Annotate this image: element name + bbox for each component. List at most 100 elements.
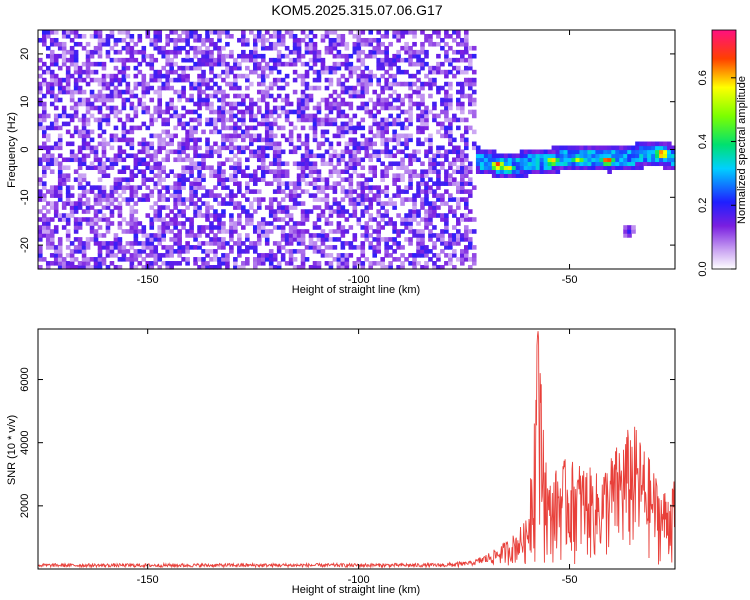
heatmap-cell (93, 201, 99, 206)
heatmap-cell (436, 257, 441, 262)
heatmap-cell (233, 61, 238, 67)
heatmap-cell (177, 153, 182, 159)
heatmap-cell (316, 117, 322, 123)
heatmap-cell (237, 73, 242, 79)
heatmap-cell (436, 41, 441, 47)
heatmap-cell (141, 145, 147, 151)
heatmap-cell (376, 61, 381, 67)
heatmap-cell (197, 209, 202, 214)
heatmap-cell (93, 217, 99, 222)
heatmap-cell (129, 213, 135, 218)
heatmap-cell (221, 185, 226, 190)
heatmap-cell (432, 225, 437, 230)
heatmap-cell (105, 49, 111, 55)
heatmap-cell (380, 49, 385, 55)
heatmap-cell (209, 85, 214, 91)
heatmap-cell (93, 153, 99, 159)
heatmap-cell (296, 105, 302, 111)
heatmap-cell (268, 197, 274, 202)
heatmap-cell (296, 113, 302, 119)
heatmap-cell (41, 30, 47, 35)
heatmap-cell (396, 165, 401, 171)
heatmap-cell (165, 109, 170, 115)
heatmap-cell (121, 105, 127, 111)
heatmap-cell (229, 113, 234, 119)
heatmap-cell (627, 153, 632, 159)
heatmap-cell (197, 185, 202, 190)
heatmap-cell (368, 113, 374, 119)
heatmap-cell (145, 53, 151, 59)
heatmap-cell (316, 57, 322, 63)
heatmap-cell (448, 45, 453, 51)
heatmap-cell (380, 121, 385, 127)
heatmap-cell (256, 137, 262, 143)
heatmap-cell (368, 77, 374, 83)
heatmap-cell (117, 265, 123, 270)
heatmap-cell (157, 165, 163, 171)
heatmap-cell (53, 37, 59, 43)
heatmap-cell (412, 209, 417, 214)
heatmap-cell (129, 49, 135, 55)
heatmap-cell (252, 189, 258, 194)
heatmap-cell (392, 249, 397, 254)
heatmap-cell (364, 193, 370, 198)
heatmap-cell (348, 137, 354, 143)
heatmap-cell (471, 145, 477, 151)
heatmap-cell (384, 245, 389, 250)
heatmap-cell (205, 141, 210, 147)
heatmap-cell (456, 181, 461, 186)
heatmap-cell (264, 253, 270, 258)
heatmap-cell (169, 261, 174, 266)
heatmap-cell (308, 241, 314, 246)
heatmap-cell (400, 97, 405, 103)
heatmap-cell (213, 109, 218, 115)
heatmap-cell (133, 257, 139, 262)
heatmap-cell (308, 193, 314, 198)
heatmap-cell (392, 241, 397, 246)
heatmap-cell (635, 141, 640, 147)
heatmap-cell (400, 177, 405, 182)
heatmap-cell (408, 73, 413, 79)
heatmap-cell (404, 69, 409, 75)
heatmap-cell (384, 213, 389, 218)
heatmap-cell (408, 157, 413, 163)
heatmap-cell (249, 149, 254, 155)
heatmap-cell (643, 141, 648, 147)
heatmap-cell (101, 257, 107, 262)
heatmap-cell (416, 105, 421, 111)
heatmap-cell (559, 153, 565, 159)
heatmap-cell (360, 133, 366, 139)
heatmap-cell (444, 117, 449, 123)
heatmap-cell (272, 153, 278, 159)
heatmap-cell (400, 57, 405, 63)
heatmap-cell (181, 121, 186, 127)
heatmap-cell (229, 69, 234, 75)
heatmap-cell (157, 193, 163, 198)
heatmap-cell (185, 133, 190, 139)
heatmap-cell (252, 257, 258, 262)
heatmap-cell (344, 229, 350, 234)
heatmap-cell (256, 165, 262, 171)
heatmap-cell (448, 97, 453, 103)
heatmap-cell (45, 85, 51, 91)
heatmap-cell (308, 265, 314, 270)
heatmap-cell (89, 229, 95, 234)
heatmap-cell (499, 169, 505, 174)
heatmap-cell (368, 189, 374, 194)
heatmap-cell (623, 161, 628, 167)
heatmap-cell (197, 121, 202, 127)
heatmap-cell (336, 253, 342, 258)
heatmap-cell (408, 49, 413, 55)
heatmap-cell (217, 89, 222, 95)
heatmap-cell (535, 149, 541, 155)
heatmap-cell (197, 45, 202, 51)
heatmap-cell (280, 37, 286, 43)
heatmap-cell (368, 233, 374, 238)
heatmap-cell (336, 77, 342, 83)
heatmap-cell (177, 45, 182, 51)
heatmap-cell (643, 145, 648, 151)
heatmap-cell (456, 149, 461, 155)
heatmap-cell (400, 157, 405, 163)
heatmap-cell (436, 121, 441, 127)
heatmap-cell (217, 33, 222, 39)
